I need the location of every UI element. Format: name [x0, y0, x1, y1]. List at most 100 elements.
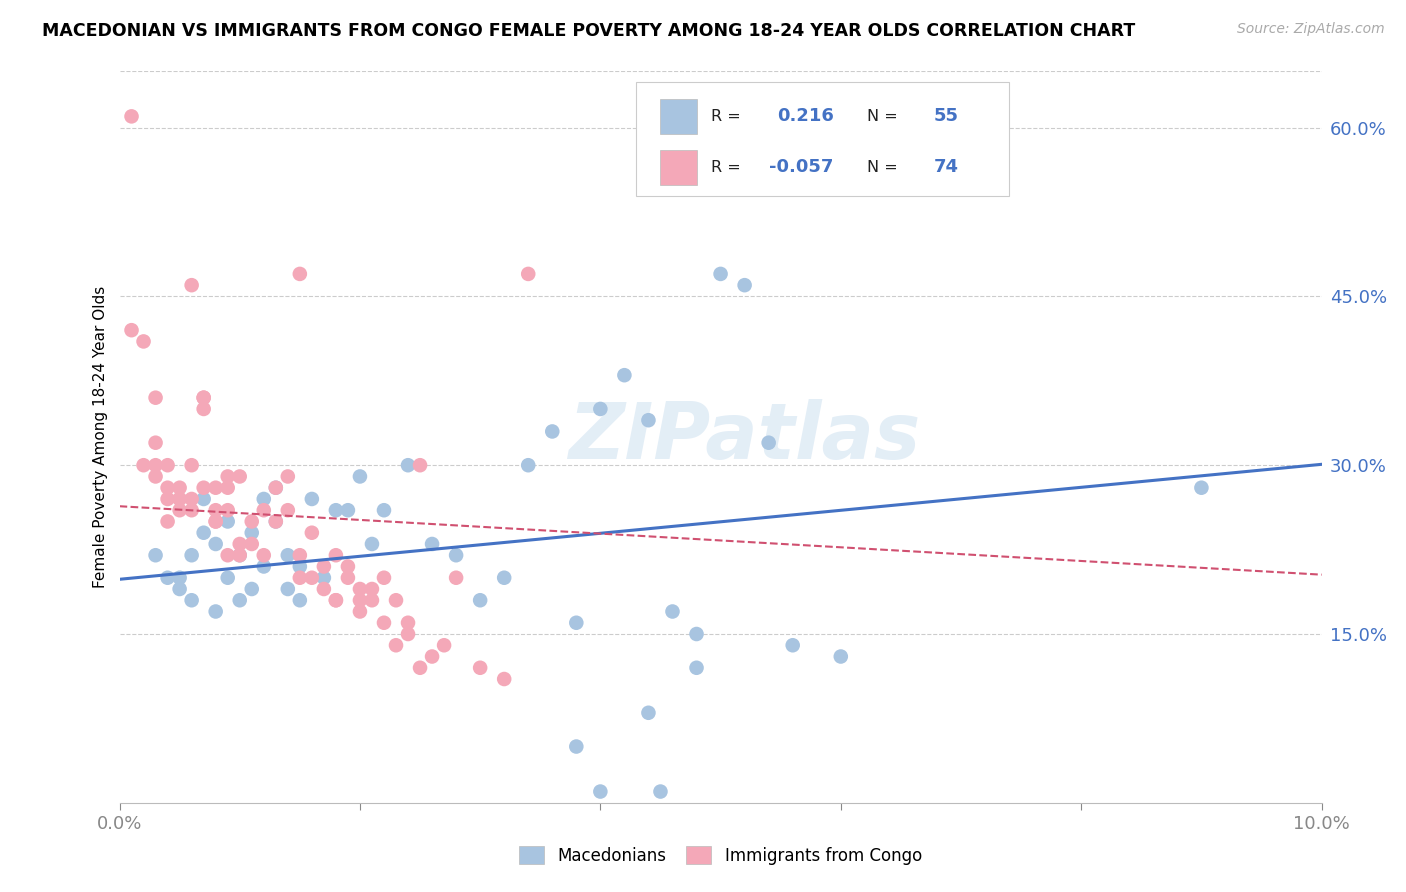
Point [228, 548, 252, 562]
Text: N =: N = [868, 160, 898, 175]
Point [301, 525, 323, 540]
Point [180, 593, 202, 607]
Point [661, 605, 683, 619]
Point [204, 605, 226, 619]
Point [169, 571, 191, 585]
Point [589, 784, 612, 798]
Point [193, 391, 215, 405]
Point [156, 481, 179, 495]
Point [217, 515, 239, 529]
Point [373, 571, 395, 585]
Point [156, 571, 179, 585]
Point [288, 267, 311, 281]
Point [758, 435, 780, 450]
Point [420, 537, 443, 551]
Point [180, 458, 202, 473]
Point [121, 109, 143, 123]
Y-axis label: Female Poverty Among 18-24 Year Olds: Female Poverty Among 18-24 Year Olds [93, 286, 108, 588]
Point [325, 593, 347, 607]
Point [565, 615, 588, 630]
Point [637, 413, 659, 427]
Point [277, 548, 299, 562]
Point [169, 503, 191, 517]
Point [204, 515, 226, 529]
Point [312, 571, 335, 585]
Point [373, 615, 395, 630]
Point [517, 458, 540, 473]
Point [193, 391, 215, 405]
Point [145, 469, 167, 483]
Point [193, 481, 215, 495]
Point [253, 559, 276, 574]
Point [277, 582, 299, 596]
Point [217, 469, 239, 483]
Point [349, 593, 371, 607]
Point [217, 548, 239, 562]
Point [409, 661, 432, 675]
Point [156, 491, 179, 506]
Point [180, 278, 202, 293]
Point [145, 458, 167, 473]
Point [132, 334, 155, 349]
Point [396, 627, 419, 641]
Text: 74: 74 [934, 158, 959, 176]
Point [228, 469, 252, 483]
Point [169, 491, 191, 506]
Text: ZIPatlas: ZIPatlas [568, 399, 921, 475]
Point [193, 401, 215, 416]
Point [734, 278, 756, 293]
Point [325, 593, 347, 607]
Point [312, 559, 335, 574]
Point [132, 458, 155, 473]
Point [277, 469, 299, 483]
Point [589, 401, 612, 416]
Point [444, 548, 467, 562]
Point [396, 615, 419, 630]
Point [409, 458, 432, 473]
Point [288, 559, 311, 574]
Point [180, 491, 202, 506]
Point [156, 515, 179, 529]
Point [228, 593, 252, 607]
Point [228, 548, 252, 562]
Point [336, 559, 359, 574]
Point [468, 661, 492, 675]
Point [169, 481, 191, 495]
Point [385, 593, 408, 607]
Point [240, 525, 263, 540]
Point [217, 481, 239, 495]
Point [830, 649, 852, 664]
Legend: Macedonians, Immigrants from Congo: Macedonians, Immigrants from Congo [512, 839, 929, 871]
Point [385, 638, 408, 652]
Point [494, 672, 516, 686]
Point [145, 548, 167, 562]
Point [325, 548, 347, 562]
Point [180, 503, 202, 517]
Point [685, 627, 707, 641]
Point [264, 515, 287, 529]
Text: R =: R = [711, 160, 741, 175]
Text: -0.057: -0.057 [769, 158, 832, 176]
Text: 55: 55 [934, 107, 959, 125]
Point [253, 503, 276, 517]
Point [180, 548, 202, 562]
Point [145, 435, 167, 450]
Point [253, 548, 276, 562]
Point [264, 481, 287, 495]
Point [709, 267, 731, 281]
Point [288, 593, 311, 607]
Text: R =: R = [711, 109, 741, 124]
Point [650, 784, 672, 798]
Point [217, 571, 239, 585]
Point [301, 571, 323, 585]
Point [396, 458, 419, 473]
Point [433, 638, 456, 652]
Point [121, 323, 143, 337]
Point [1189, 481, 1212, 495]
Point [240, 537, 263, 551]
Point [685, 661, 707, 675]
Point [637, 706, 659, 720]
Text: 0.216: 0.216 [778, 107, 834, 125]
Point [541, 425, 564, 439]
Point [240, 515, 263, 529]
